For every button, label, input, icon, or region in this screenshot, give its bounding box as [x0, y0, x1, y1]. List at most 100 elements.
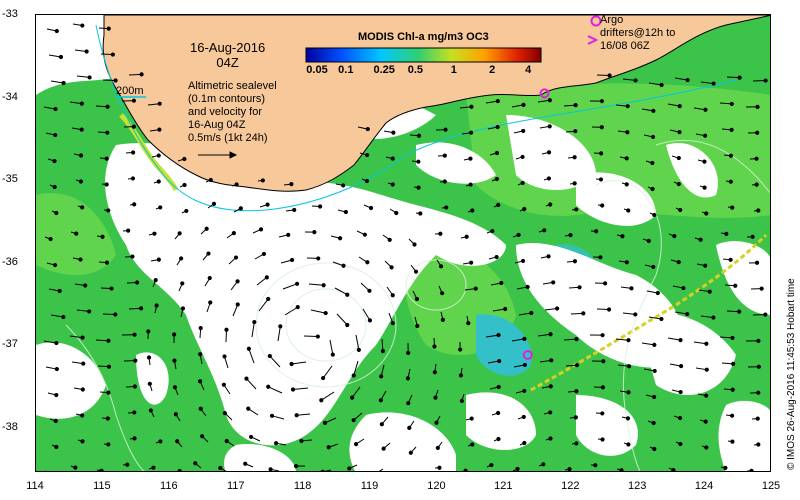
- velocity-arrow-head: [737, 309, 742, 314]
- velocity-arrow-head: [756, 442, 761, 447]
- velocity-arrow-head: [180, 281, 185, 286]
- velocity-arrow: [700, 81, 714, 85]
- velocity-arrow-head: [293, 464, 299, 469]
- velocity-arrow-head: [405, 376, 410, 381]
- velocity-arrow-head: [728, 179, 733, 184]
- velocity-arrow-head: [546, 150, 552, 155]
- longitude-tick: 122: [561, 480, 580, 492]
- velocity-arrow-head: [459, 398, 464, 404]
- velocity-arrow-head: [330, 352, 335, 357]
- velocity-arrow-head: [704, 211, 709, 216]
- velocity-arrow-head: [440, 291, 445, 296]
- velocity-arrow-head: [677, 103, 682, 109]
- velocity-arrow-head: [458, 347, 463, 352]
- velocity-arrow-head: [146, 329, 151, 334]
- velocity-arrow-head: [702, 159, 707, 164]
- velocity-arrow-head: [365, 152, 370, 158]
- velocity-arrow-head: [754, 182, 759, 187]
- velocity-arrow-head: [599, 151, 604, 156]
- velocity-arrow-head: [156, 257, 161, 262]
- velocity-arrow-head: [496, 384, 501, 390]
- velocity-arrow-head: [463, 468, 468, 471]
- velocity-arrow-head: [406, 401, 411, 406]
- velocity-arrow-head: [200, 434, 205, 439]
- velocity-arrow-head: [572, 259, 578, 264]
- altimetry-line: and velocity for: [188, 106, 262, 118]
- velocity-arrow-head: [390, 321, 395, 326]
- velocity-arrow: [45, 470, 47, 471]
- velocity-arrow-head: [106, 208, 111, 213]
- velocity-arrow-head: [546, 176, 552, 181]
- velocity-arrow-head: [731, 361, 736, 366]
- velocity-arrow-head: [573, 415, 578, 420]
- credit-text: © IMOS 26-Aug-2016 11:45:53 Hobart time: [786, 278, 797, 470]
- velocity-arrow-head: [104, 156, 109, 161]
- velocity-arrow-head: [83, 283, 88, 288]
- velocity-arrow-head: [158, 205, 163, 210]
- longitude-tick: 114: [26, 480, 44, 492]
- velocity-arrow-head: [548, 384, 553, 389]
- velocity-arrow-head: [106, 338, 111, 343]
- velocity-arrow-head: [678, 441, 683, 447]
- latitude-tick: -35: [2, 173, 18, 186]
- velocity-arrow-head: [685, 311, 690, 317]
- velocity-arrow-head: [246, 346, 251, 351]
- velocity-arrow-head: [269, 413, 275, 418]
- velocity-arrow-head: [81, 361, 86, 366]
- velocity-arrow-head: [685, 77, 690, 83]
- velocity-arrow-head: [470, 442, 475, 447]
- longitude-tick: 120: [427, 480, 446, 492]
- velocity-arrow-head: [52, 262, 58, 268]
- velocity-arrow-head: [754, 156, 759, 161]
- velocity-arrow-head: [522, 362, 527, 368]
- velocity-arrow-head: [105, 130, 110, 135]
- velocity-arrow-head: [433, 395, 438, 400]
- velocity-arrow-head: [702, 185, 707, 190]
- velocity-arrow: [336, 313, 348, 326]
- velocity-arrow: [355, 334, 360, 350]
- velocity-arrow-head: [730, 439, 735, 444]
- velocity-arrow-head: [408, 450, 413, 455]
- velocity-arrow-head: [730, 205, 735, 210]
- velocity-arrow-head: [469, 104, 474, 109]
- velocity-arrow: [269, 355, 281, 368]
- velocity-arrow-head: [343, 209, 348, 215]
- velocity-arrow-head: [156, 153, 161, 158]
- velocity-arrow-head: [49, 470, 50, 471]
- velocity-arrow-head: [152, 231, 157, 236]
- velocity-arrow-head: [652, 342, 657, 347]
- velocity-arrow-head: [677, 129, 682, 135]
- colorbar: [305, 47, 542, 63]
- velocity-arrow-head: [625, 104, 630, 109]
- velocity-arrow: [76, 75, 90, 78]
- velocity-arrow-head: [625, 416, 631, 421]
- velocity-arrow-head: [173, 412, 178, 417]
- velocity-arrow-head: [289, 361, 294, 367]
- velocity-arrow-head: [390, 182, 395, 187]
- argo-line: drifters@12h to: [600, 27, 676, 39]
- velocity-arrow-head: [655, 290, 660, 296]
- velocity-arrow-head: [113, 78, 118, 83]
- velocity-arrow-head: [755, 416, 760, 421]
- velocity-arrow-head: [574, 207, 579, 212]
- velocity-arrow-head: [412, 242, 417, 247]
- velocity-arrow-head: [172, 385, 178, 390]
- velocity-arrow-head: [416, 159, 421, 164]
- velocity-arrow-head: [600, 385, 606, 390]
- velocity-arrow-head: [248, 434, 254, 440]
- velocity-arrow-head: [133, 358, 138, 363]
- velocity-arrow-head: [367, 318, 373, 323]
- argo-drifter-marker: [539, 88, 550, 99]
- velocity-arrow-head: [763, 312, 768, 317]
- velocity-arrow-head: [74, 231, 79, 236]
- velocity-arrow-head: [522, 206, 527, 212]
- velocity-arrow-head: [222, 411, 227, 416]
- velocity-arrow-head: [351, 373, 356, 378]
- velocity-arrow-head: [573, 103, 578, 108]
- velocity-arrow-head: [442, 179, 447, 184]
- velocity-arrow-head: [264, 275, 269, 280]
- velocity-arrow-head: [434, 420, 439, 425]
- velocity-arrow-head: [704, 445, 709, 450]
- velocity-arrow-head: [594, 229, 599, 234]
- longitude-tick: 123: [627, 480, 647, 492]
